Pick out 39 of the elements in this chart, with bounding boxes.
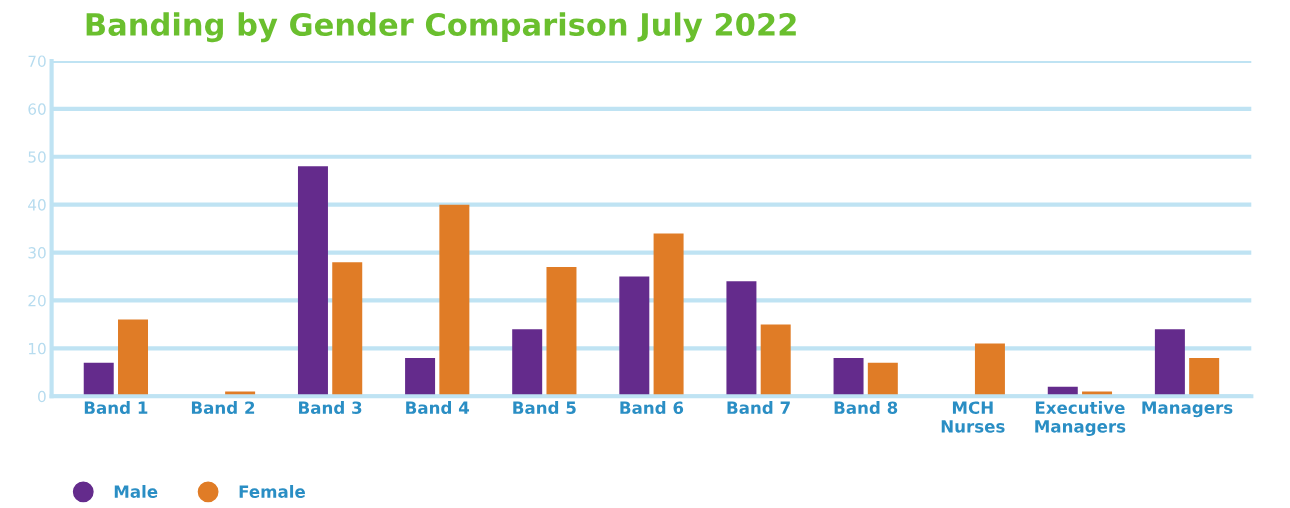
bar — [405, 357, 436, 397]
x-tick-label: Managers — [1142, 401, 1233, 418]
bar — [833, 357, 864, 397]
legend-label: Female — [239, 485, 305, 498]
bar — [1189, 357, 1220, 397]
x-tick-label: Band 3 — [299, 401, 362, 414]
bar — [297, 166, 328, 397]
x-tick-label: Band 5 — [513, 401, 576, 414]
x-tick-label: Executive Managers — [1035, 401, 1126, 437]
y-tick-label: 20 — [28, 294, 46, 307]
bar — [974, 343, 1005, 397]
y-tick-label: 10 — [28, 342, 46, 355]
x-tick-label: Band 8 — [834, 401, 898, 414]
bar — [332, 262, 363, 397]
y-tick-label: 50 — [28, 151, 46, 163]
x-tick-label: Band 1 — [84, 401, 148, 414]
x-tick-label: Band 7 — [727, 401, 790, 414]
chart-title: Banding by Gender Comparison July 2022 — [86, 12, 796, 43]
bar — [619, 276, 650, 397]
bar — [546, 266, 577, 397]
bar — [118, 319, 148, 397]
bar — [1154, 329, 1185, 397]
x-tick-label: Band 6 — [620, 401, 684, 414]
x-tick-label: MCH Nurses — [941, 401, 1005, 433]
legend-label: Male — [114, 485, 158, 498]
y-tick-label: 30 — [28, 247, 46, 259]
bar — [83, 362, 114, 397]
y-tick-label: 0 — [38, 390, 46, 403]
bar — [726, 281, 757, 397]
bar — [653, 233, 684, 397]
x-tick-label: Band 2 — [191, 401, 255, 414]
bar — [867, 362, 898, 397]
bar — [512, 329, 543, 397]
x-tick-label: Band 4 — [406, 401, 470, 414]
bar — [760, 324, 791, 397]
y-tick-label: 60 — [28, 103, 46, 115]
y-tick-label: 40 — [28, 199, 46, 211]
y-tick-label: 70 — [28, 55, 46, 67]
bar — [439, 204, 470, 397]
